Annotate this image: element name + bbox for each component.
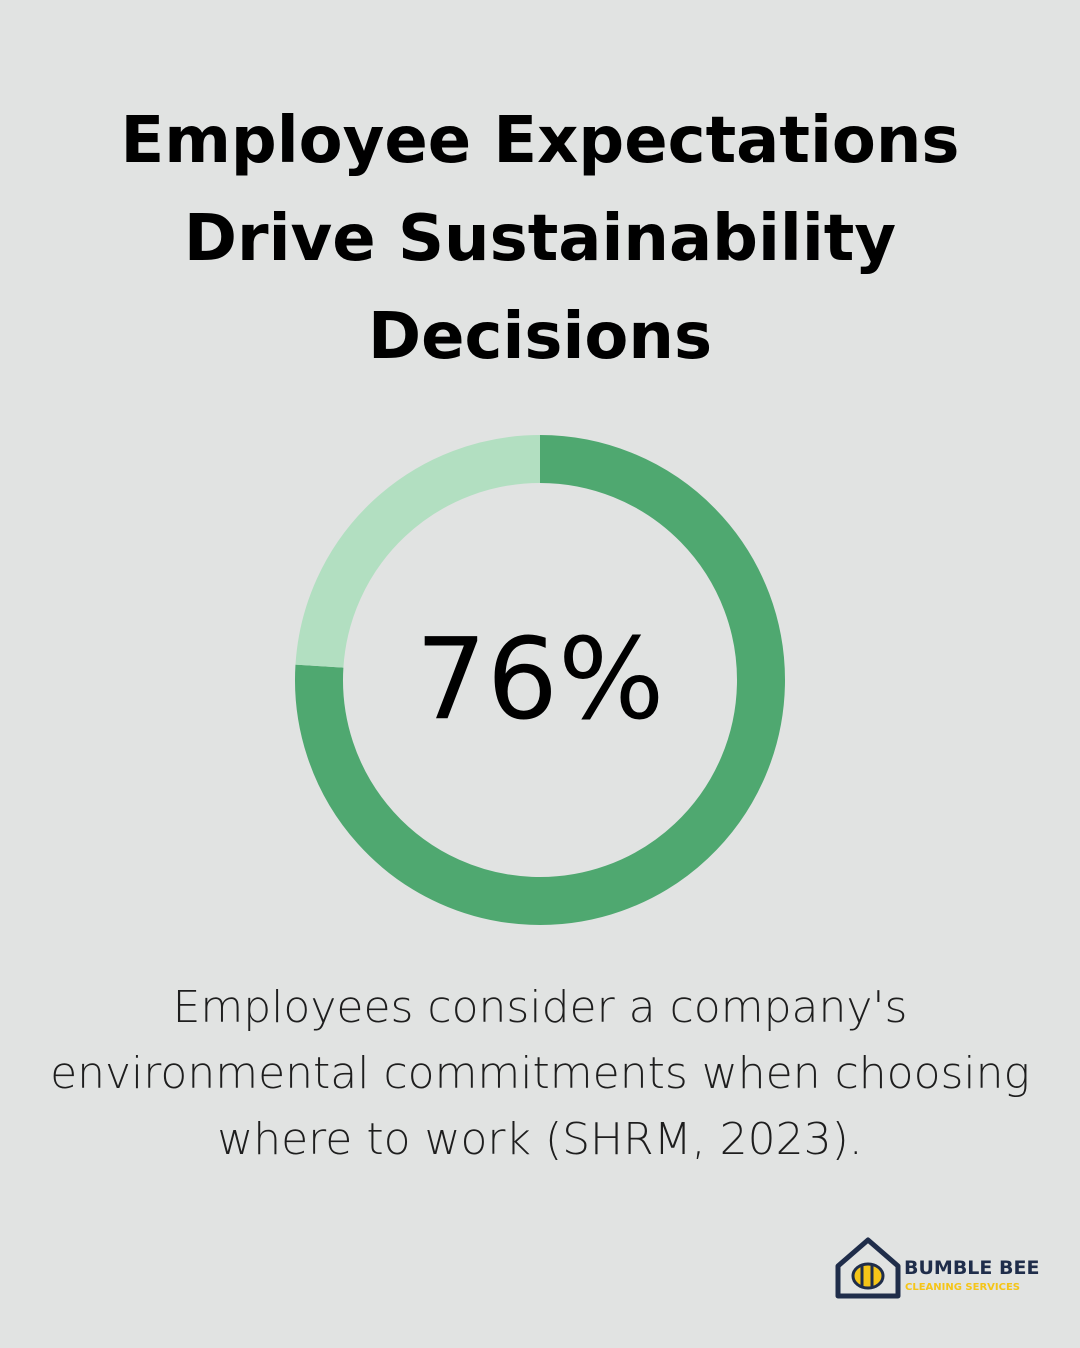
logo: BUMBLE BEE CLEANING SERVICES bbox=[835, 1237, 1039, 1299]
donut-segment bbox=[295, 435, 541, 668]
center-value-label: 76% bbox=[416, 615, 665, 745]
logo-name: BUMBLE BEE bbox=[904, 1257, 1039, 1279]
logo-tagline: CLEANING SERVICES bbox=[905, 1282, 1020, 1293]
chart: 76% bbox=[295, 435, 785, 925]
caption: Employees consider a company's environme… bbox=[50, 982, 1030, 1165]
logo-bee bbox=[851, 1262, 885, 1290]
chart-title: Employee Expectations Drive Sustainabili… bbox=[120, 104, 960, 374]
logo-house bbox=[835, 1237, 901, 1299]
donut-segment bbox=[295, 435, 785, 925]
